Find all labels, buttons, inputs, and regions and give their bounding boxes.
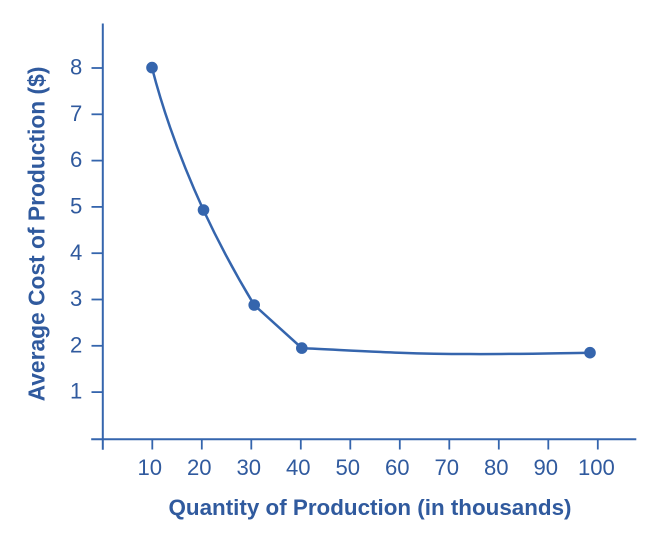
svg-text:90: 90	[534, 455, 559, 480]
svg-text:10: 10	[138, 455, 163, 480]
svg-text:50: 50	[336, 455, 361, 480]
svg-text:8: 8	[70, 55, 82, 80]
svg-text:7: 7	[70, 101, 82, 126]
svg-text:4: 4	[70, 240, 82, 265]
svg-text:20: 20	[187, 455, 212, 480]
svg-text:6: 6	[70, 147, 82, 172]
svg-text:70: 70	[435, 455, 460, 480]
svg-text:60: 60	[385, 455, 410, 480]
svg-text:40: 40	[286, 455, 311, 480]
svg-text:1: 1	[70, 379, 82, 404]
svg-text:5: 5	[70, 194, 82, 219]
svg-text:Quantity of Production (in tho: Quantity of Production (in thousands)	[169, 495, 572, 520]
svg-text:100: 100	[578, 455, 615, 480]
svg-text:30: 30	[237, 455, 262, 480]
svg-text:3: 3	[70, 286, 82, 311]
svg-text:80: 80	[484, 455, 509, 480]
svg-text:2: 2	[70, 332, 82, 357]
svg-text:Average Cost of Production ($): Average Cost of Production ($)	[24, 67, 50, 402]
